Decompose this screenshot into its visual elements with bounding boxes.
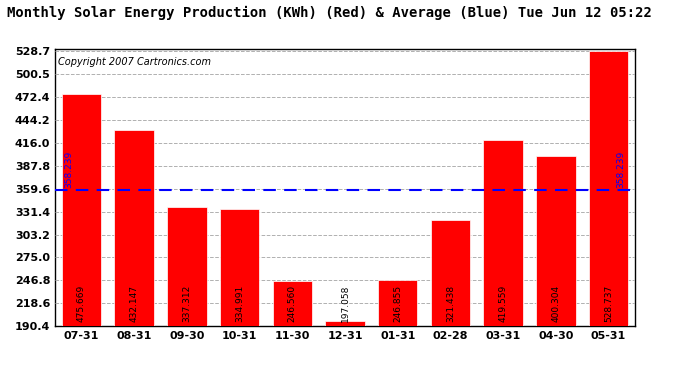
Text: 321.438: 321.438: [446, 285, 455, 322]
Text: 432.147: 432.147: [130, 285, 139, 322]
Text: 358.239: 358.239: [64, 151, 73, 188]
Text: 246.560: 246.560: [288, 285, 297, 322]
Bar: [378, 280, 417, 326]
Text: Monthly Solar Energy Production (KWh) (Red) & Average (Blue) Tue Jun 12 05:22: Monthly Solar Energy Production (KWh) (R…: [7, 6, 652, 20]
Bar: [431, 220, 470, 326]
Text: Copyright 2007 Cartronics.com: Copyright 2007 Cartronics.com: [58, 57, 211, 67]
Text: 358.239: 358.239: [617, 151, 626, 188]
Text: 528.737: 528.737: [604, 285, 613, 322]
Bar: [483, 140, 523, 326]
Text: 419.559: 419.559: [499, 285, 508, 322]
Bar: [536, 156, 575, 326]
Bar: [167, 207, 207, 326]
Text: 337.312: 337.312: [182, 285, 191, 322]
Bar: [273, 280, 312, 326]
Text: 197.058: 197.058: [340, 285, 350, 322]
Bar: [115, 130, 154, 326]
Bar: [589, 51, 628, 326]
Text: 334.991: 334.991: [235, 285, 244, 322]
Bar: [62, 94, 101, 326]
Text: 475.669: 475.669: [77, 285, 86, 322]
Bar: [325, 321, 365, 326]
Text: 400.304: 400.304: [551, 285, 560, 322]
Bar: [220, 209, 259, 326]
Text: 246.855: 246.855: [393, 285, 402, 322]
